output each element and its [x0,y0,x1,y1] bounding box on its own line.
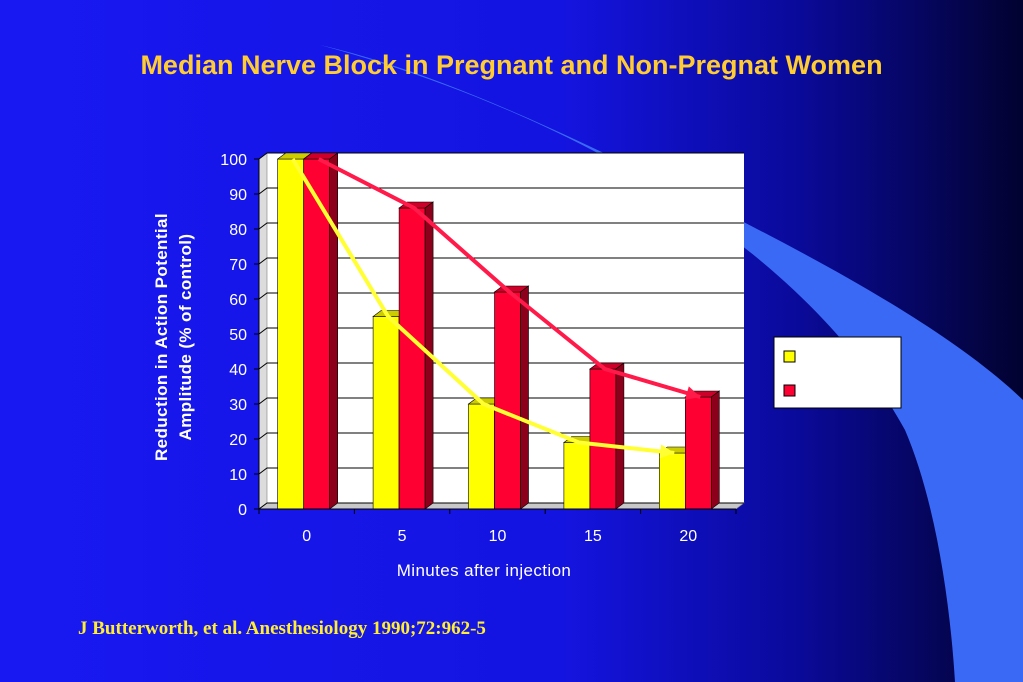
y-tick-label: 10 [229,467,247,484]
y-tick-label: 0 [238,502,247,519]
gridline [258,152,744,160]
bar-non-preg-15 [589,362,625,510]
bar-front [494,291,521,510]
bar-front [398,207,426,510]
y-tick-label: 40 [229,362,247,379]
bar-front [372,316,400,510]
bar-front [563,442,591,510]
bar-non-preg-20 [684,390,721,510]
bar-side [615,362,625,510]
trend-arrow-non-preg [684,386,701,400]
bar-side [329,152,339,510]
y-tick-label: 50 [229,327,247,344]
bar-non-preg-5 [398,201,435,510]
bar-front [303,158,331,510]
chart-legend: Preg Non-Preg [773,336,902,409]
bar-front [468,403,495,510]
trend-line-non-preg [317,157,701,399]
x-tick-label: 20 [679,528,697,545]
gridline [258,187,744,195]
gridline [258,222,744,230]
y-tick-label: 70 [229,257,247,274]
bar-front [277,158,305,510]
legend-swatch-non-preg [783,384,796,397]
y-tick-label: 60 [229,292,247,309]
legend-label-preg: Preg [802,348,838,367]
gridline [258,327,744,335]
legend-label-non-preg: Non-Preg [802,382,875,401]
gridline [258,257,744,265]
y-tick-label: 20 [229,432,247,449]
x-axis-title: Minutes after injection [397,561,572,580]
gridline [258,292,744,300]
gridline [258,362,744,370]
y-tick-label: 100 [220,152,247,169]
x-tick-label: 5 [398,528,407,545]
bar-front [684,396,712,510]
gridline [258,432,744,440]
y-tick-label: 80 [229,222,247,239]
y-axis-title-line2: Amplitude (% of control) [176,234,195,441]
bar-front [589,368,617,510]
x-tick-label: 15 [584,528,602,545]
y-tick-label: 30 [229,397,247,414]
bar-side [710,390,720,510]
y-tick-label: 90 [229,187,247,204]
trend-line-preg [290,157,675,455]
gridline [258,397,744,405]
y-axis-title-line1: Reduction in Action Potential [152,213,171,461]
bar-front [658,452,686,510]
citation-text: J Butterworth, et al. Anesthesiology 199… [78,618,486,639]
slide-title: Median Nerve Block in Pregnant and Non-P… [140,50,883,80]
legend-swatch-preg [783,350,796,363]
bar-non-preg-0 [302,152,339,510]
trend-arrow-preg [659,444,675,459]
bar-non-preg-10 [493,285,530,510]
bar-side [520,285,529,510]
x-tick-label: 10 [489,528,507,545]
x-tick-label: 0 [302,528,311,545]
